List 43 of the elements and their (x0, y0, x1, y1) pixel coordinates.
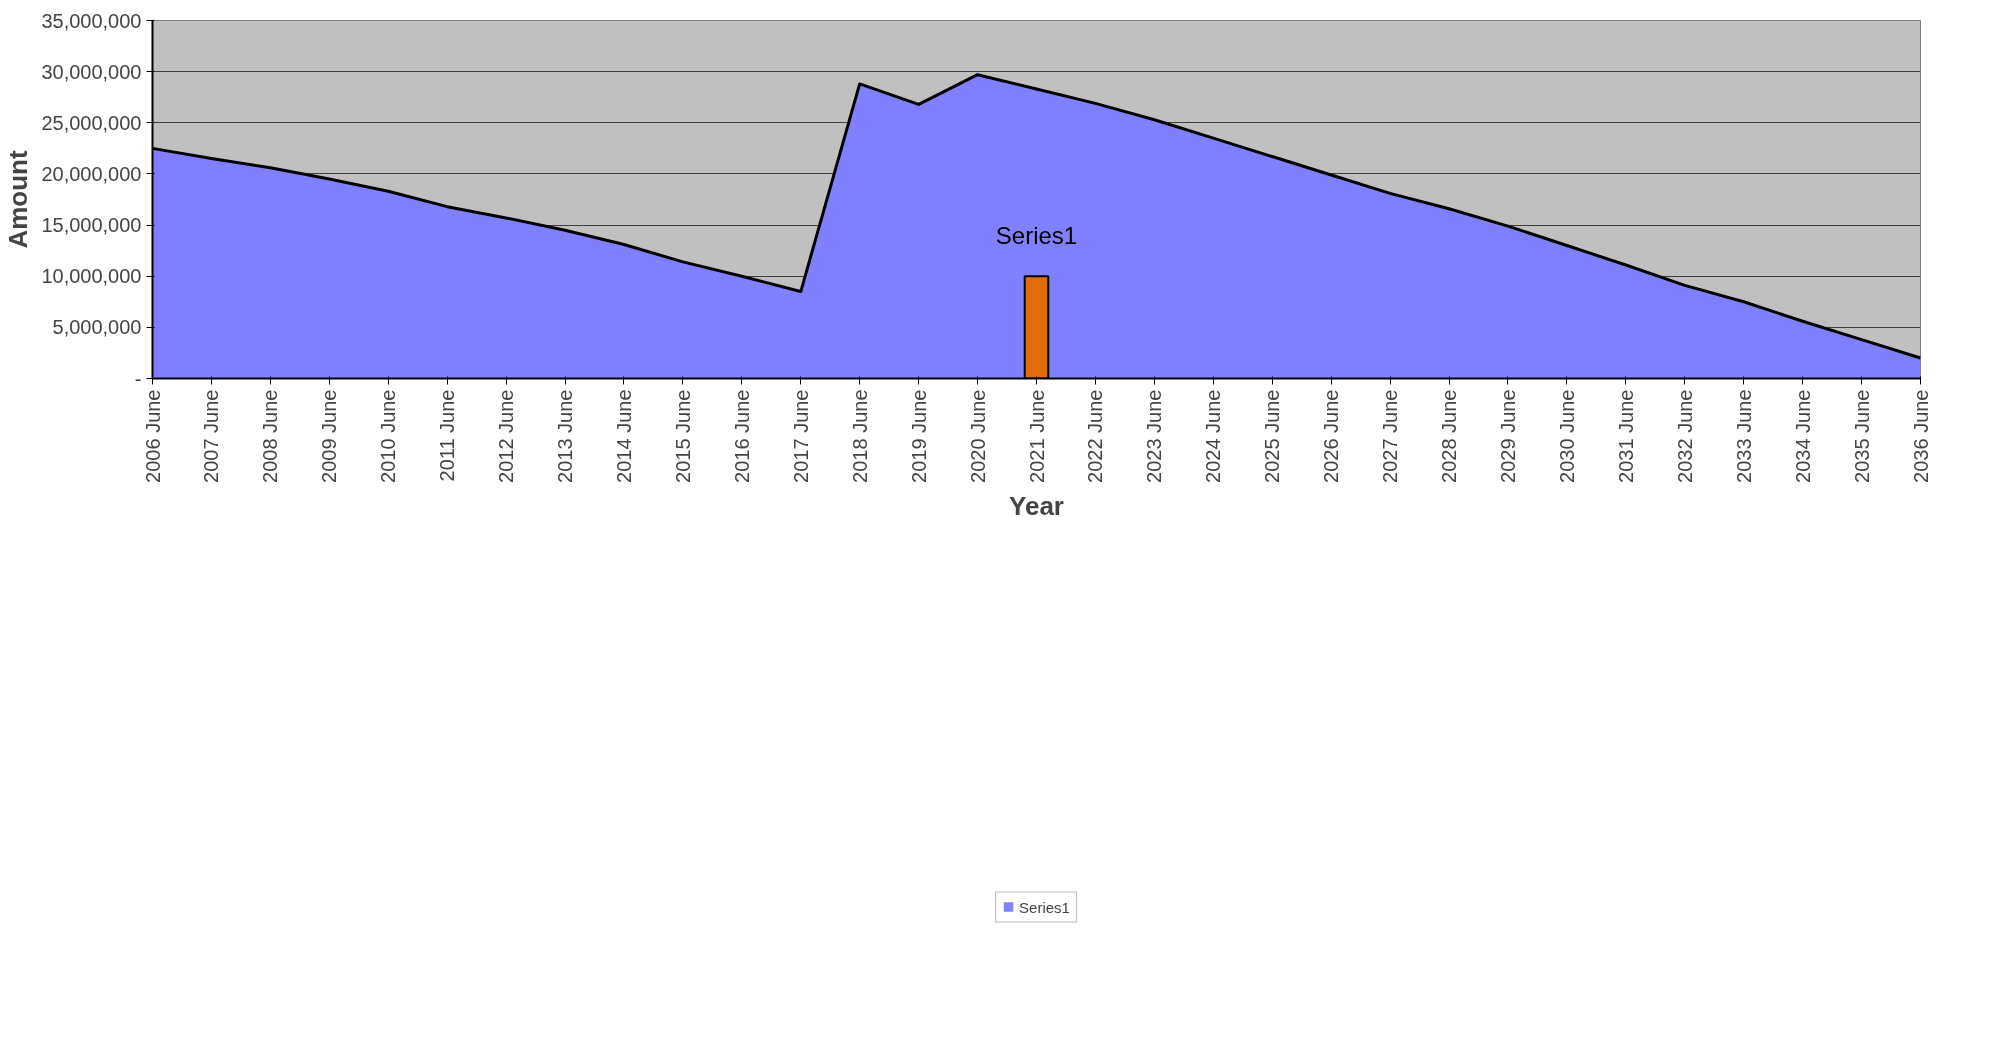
x-tick-label: 2014 June (612, 389, 635, 483)
x-tick-label: 2022 June (1084, 389, 1107, 483)
x-tick-label: 2009 June (318, 389, 341, 483)
x-tick-label: 2017 June (789, 389, 812, 483)
legend-label: Series1 (1019, 898, 1070, 916)
x-tick-label: 2008 June (259, 389, 282, 483)
x-tick-label: 2029 June (1496, 389, 1519, 483)
x-tick-label: 2025 June (1261, 389, 1284, 483)
x-tick-label: 2020 June (966, 389, 989, 483)
x-tick-label: 2024 June (1202, 389, 1225, 483)
x-tick-label: 2030 June (1555, 389, 1578, 483)
x-tick-label: 2035 June (1850, 389, 1873, 483)
x-tick-label: 2019 June (907, 389, 930, 483)
annotation: Series1 (995, 221, 1078, 249)
x-tick-label: 2018 June (848, 389, 871, 483)
y-axis-title: Amount (3, 150, 34, 249)
y-tick-label: 20,000,000 (41, 162, 142, 185)
x-tick-label: 2031 June (1614, 389, 1637, 483)
x-tick-label: 2027 June (1379, 389, 1402, 483)
y-tick-label: 35,000,000 (41, 9, 142, 32)
x-tick-label: 2032 June (1673, 389, 1696, 483)
y-tick-label: 15,000,000 (41, 214, 142, 237)
x-tick-label: 2015 June (671, 389, 694, 483)
x-tick-label: 2033 June (1732, 389, 1755, 483)
x-tick-label: 2036 June (1909, 389, 1932, 483)
x-tick-label: 2023 June (1143, 389, 1166, 483)
x-axis-title: Year (1009, 490, 1064, 521)
x-tick-label: 2028 June (1438, 389, 1461, 483)
x-tick-label: 2010 June (377, 389, 400, 483)
x-tick-label: 2016 June (730, 389, 753, 483)
x-tick-label: 2011 June (436, 389, 459, 482)
y-tick-label: 5,000,000 (52, 316, 142, 339)
x-tick-label: 2012 June (495, 389, 518, 483)
y-tick-label: 10,000,000 (41, 265, 142, 288)
x-tick-label: 2007 June (200, 389, 223, 483)
x-tick-label: 2034 June (1791, 389, 1814, 483)
x-tick-label: 2013 June (554, 389, 577, 483)
y-tick-label: - (134, 367, 142, 390)
x-tick-label: 2006 June (141, 389, 164, 483)
x-tick-label: 2021 June (1025, 389, 1048, 483)
x-tick-label: 2026 June (1320, 389, 1343, 483)
y-tick-label: 30,000,000 (41, 60, 142, 83)
y-tick-label: 25,000,000 (41, 111, 142, 134)
